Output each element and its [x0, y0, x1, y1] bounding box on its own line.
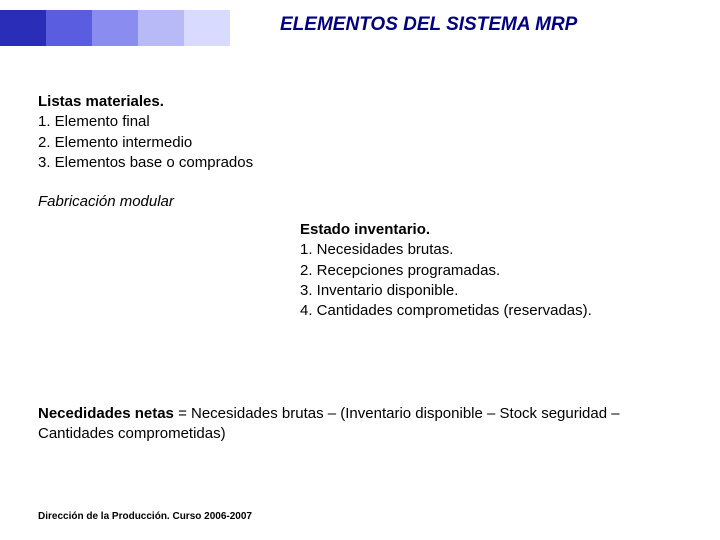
listas-item-3: 3. Elementos base o comprados — [38, 153, 253, 173]
section-fabricacion: Fabricación modular — [38, 192, 174, 212]
listas-heading: Listas materiales. — [38, 92, 253, 112]
color-block-3 — [92, 10, 138, 46]
color-block-5 — [184, 10, 230, 46]
estado-item-4: 4. Cantidades comprometidas (reservadas)… — [300, 301, 660, 321]
estado-item-3: 3. Inventario disponible. — [300, 281, 660, 301]
listas-item-2: 2. Elemento intermedio — [38, 133, 253, 153]
color-block-1 — [0, 10, 46, 46]
estado-item-2: 2. Recepciones programadas. — [300, 261, 660, 281]
color-block-4 — [138, 10, 184, 46]
section-formula: Necedidades netas = Necesidades brutas –… — [38, 404, 678, 445]
listas-item-1: 1. Elemento final — [38, 112, 253, 132]
estado-item-1: 1. Necesidades brutas. — [300, 240, 660, 260]
color-block-2 — [46, 10, 92, 46]
footer-text: Dirección de la Producción. Curso 2006-2… — [38, 511, 252, 522]
section-estado: Estado inventario. 1. Necesidades brutas… — [300, 220, 660, 321]
estado-heading: Estado inventario. — [300, 220, 660, 240]
section-listas: Listas materiales. 1. Elemento final 2. … — [38, 92, 253, 173]
formula-bold: Necedidades netas — [38, 405, 174, 422]
page-title: ELEMENTOS DEL SISTEMA MRP — [280, 14, 577, 36]
